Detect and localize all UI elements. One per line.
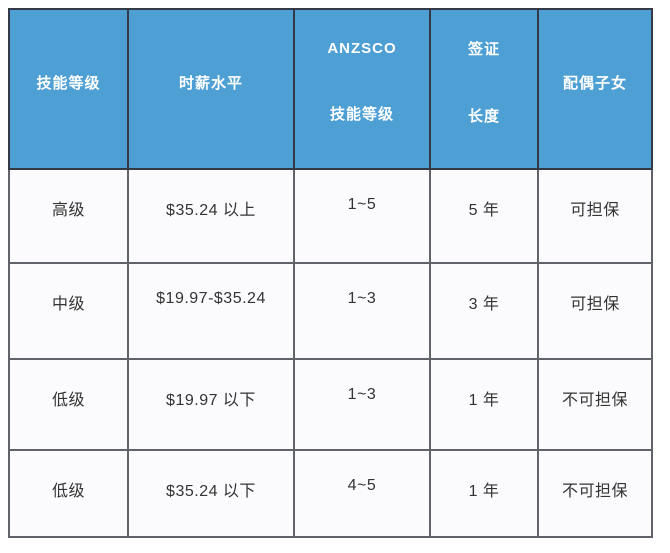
cell-visa-length: 1 年 [429, 358, 539, 451]
cell-visa-length: 3 年 [429, 262, 539, 360]
visa-skill-table: 技能等级 时薪水平 ANZSCO 技能等级 签证 [8, 8, 653, 538]
header-spouse-children: 配偶子女 [537, 8, 653, 170]
table-row: 高级 $35.24 以上 1~5 5 年 可担保 [8, 168, 653, 264]
cell-anzsco-level: 1~3 [293, 358, 431, 451]
header-visa-length-line2: 长度 [467, 108, 500, 125]
cell-anzsco-level: 1~5 [293, 168, 431, 264]
cell-visa-length: 1 年 [429, 449, 539, 538]
cell-anzsco-level: 1~3 [293, 262, 431, 360]
cell-spouse-sponsor: 可担保 [537, 262, 653, 360]
header-skill-level: 技能等级 [8, 8, 129, 170]
cell-anzsco-level: 4~5 [293, 449, 431, 538]
header-skill-level-label: 技能等级 [36, 74, 101, 92]
table-row: 低级 $19.97 以下 1~3 1 年 不可担保 [8, 358, 653, 451]
header-spouse-children-label: 配偶子女 [562, 74, 627, 92]
header-anzsco-skill-level: ANZSCO 技能等级 [293, 8, 431, 170]
cell-spouse-sponsor: 不可担保 [537, 449, 653, 538]
cell-visa-length: 5 年 [429, 168, 539, 264]
header-hourly-wage-label: 时薪水平 [178, 74, 243, 92]
cell-skill-level: 中级 [8, 262, 129, 360]
cell-spouse-sponsor: 可担保 [537, 168, 653, 264]
header-anzsco-line2: 技能等级 [329, 106, 394, 123]
cell-spouse-sponsor: 不可担保 [537, 358, 653, 451]
table-header-row: 技能等级 时薪水平 ANZSCO 技能等级 签证 [8, 8, 653, 170]
cell-hourly-wage: $19.97 以下 [127, 358, 295, 451]
header-hourly-wage: 时薪水平 [127, 8, 295, 170]
header-visa-length-line1: 签证 [467, 41, 500, 58]
cell-hourly-wage: $19.97-$35.24 [127, 262, 295, 360]
cell-skill-level: 低级 [8, 449, 129, 538]
cell-hourly-wage: $35.24 以上 [127, 168, 295, 264]
cell-hourly-wage: $35.24 以下 [127, 449, 295, 538]
cell-skill-level: 高级 [8, 168, 129, 264]
cell-skill-level: 低级 [8, 358, 129, 451]
header-anzsco-line1: ANZSCO [327, 40, 397, 57]
header-visa-length: 签证 长度 [429, 8, 539, 170]
table-row: 低级 $35.24 以下 4~5 1 年 不可担保 [8, 449, 653, 538]
table-row: 中级 $19.97-$35.24 1~3 3 年 可担保 [8, 262, 653, 360]
